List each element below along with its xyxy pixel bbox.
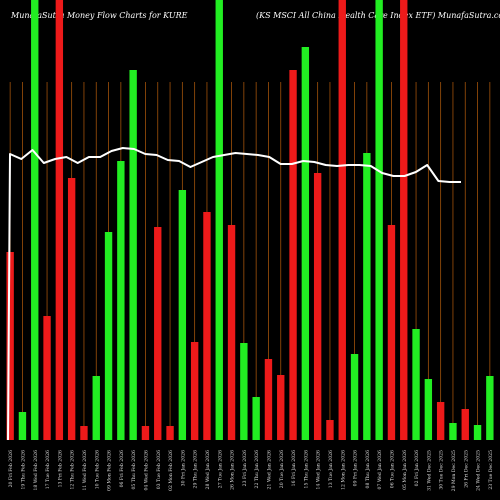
x-tick-label: 18 Wed Feb 2026 [33,450,39,491]
bar [55,0,64,440]
x-tick-label: 16 Fri Jan 2026 [291,450,297,486]
x-tick-label: 03 Tue Feb 2026 [156,450,162,489]
bar [117,161,125,440]
bar [486,376,494,440]
x-tick-label: 23 Tue Dec 2025 [488,450,494,490]
x-tick-label: 12 Thu Feb 2026 [70,450,76,490]
bar [412,329,420,440]
x-tick-label: 05 Thu Feb 2026 [131,450,137,490]
money-flow-line-group [7,147,461,441]
bar [80,426,88,440]
bar [252,397,260,440]
bar [449,423,457,440]
bar [67,178,76,440]
bar [326,420,334,440]
x-tick-label: 09 Fri Jan 2026 [353,450,359,486]
bar [203,212,211,440]
bar [424,379,433,440]
x-tick-label: 19 Thu Feb 2026 [20,450,26,490]
bar [264,359,273,440]
x-tick-label: 11 Wed Feb 2026 [82,450,88,491]
bar [18,412,27,440]
bar [289,70,297,440]
x-tick-label: 17 Tue Feb 2026 [45,450,51,489]
bar [104,232,113,440]
x-tick-label: 15 Thu Jan 2026 [303,450,309,489]
x-tick-label: 06 Fri Feb 2026 [119,450,125,487]
x-tick-label: 21 Wed Jan 2026 [266,450,272,490]
x-tick-label: 20 Tue Jan 2026 [279,450,285,488]
bar [461,409,469,440]
x-tick-label: 24 Wed Dec 2025 [476,450,482,491]
x-axis-labels: 20 Fri Feb 2026 19 Thu Feb 2026 18 Wed Feb… [8,450,494,491]
bar [350,354,359,440]
bar [43,316,51,440]
chart-title: MunafaSutra Money Flow Charts for KURE [11,11,188,20]
x-tick-label: 07 Wed Jan 2026 [377,450,383,490]
bar [277,375,285,440]
bar [141,426,150,440]
bar [215,0,223,440]
bar [400,0,408,440]
bar [154,227,162,440]
x-tick-label: 22 Thu Jan 2026 [254,450,260,489]
x-tick-label: 04 Wed Feb 2026 [143,450,149,491]
bar [301,47,310,440]
x-tick-label: 13 Fri Feb 2026 [57,450,63,487]
bar [227,225,236,440]
x-tick-label: 06 Tue Jan 2026 [389,450,395,488]
bar [190,342,199,440]
x-tick-label: 08 Thu Jan 2026 [365,450,371,489]
bar [31,0,39,440]
x-tick-label: 12 Mon Jan 2026 [340,450,346,490]
money-flow-line [7,147,461,441]
x-tick-label: 23 Fri Jan 2026 [242,450,248,486]
x-tick-label: 30 Tue Dec 2025 [439,450,445,490]
bar [313,173,322,440]
x-tick-label: 31 Wed Dec 2025 [426,450,432,491]
bar [375,0,383,440]
bar [240,343,248,440]
x-tick-label: 26 Fri Dec 2025 [463,450,469,488]
x-tick-label: 13 Tue Jan 2026 [328,450,334,488]
bar [338,0,346,440]
x-tick-label: 14 Wed Jan 2026 [316,450,322,490]
x-tick-label: 10 Tue Feb 2026 [94,450,100,489]
x-tick-label: 26 Mon Jan 2026 [230,450,236,490]
x-tick-label: 27 Tue Jan 2026 [217,450,223,488]
bar [473,425,482,440]
x-tick-label: 29 Thu Jan 2026 [193,450,199,489]
bar [92,376,100,440]
bar [178,190,187,440]
x-tick-label: 05 Mon Jan 2026 [402,450,408,490]
bar [129,70,137,440]
x-tick-label: 02 Mon Feb 2026 [168,450,174,491]
bar [387,225,396,440]
x-tick-label: 30 Fri Jan 2026 [180,450,186,486]
x-tick-label: 02 Fri Jan 2026 [414,450,420,486]
x-tick-label: 20 Fri Feb 2026 [8,450,14,487]
bar [436,402,445,440]
x-tick-label: 09 Mon Feb 2026 [107,450,113,491]
bars [6,0,494,440]
x-tick-label: 28 Wed Jan 2026 [205,450,211,490]
x-tick-label: 29 Mon Dec 2025 [451,450,457,491]
bar [166,426,174,440]
bar [363,153,371,440]
bar [6,252,14,440]
